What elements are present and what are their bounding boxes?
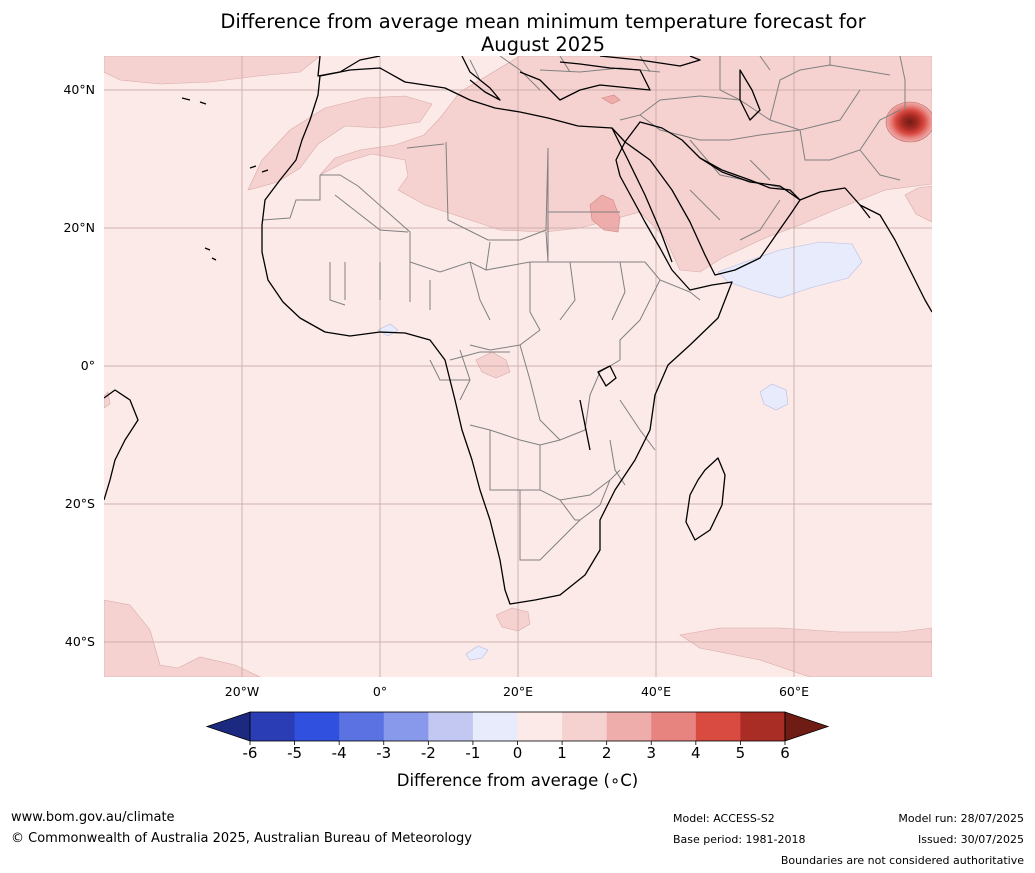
anomaly-sahara <box>319 56 932 273</box>
anomaly-arabian-sea <box>904 185 932 223</box>
coast-italy <box>461 56 501 101</box>
anomaly-plus2-3-areas <box>589 94 621 233</box>
anomaly-north-atlantic <box>104 56 321 85</box>
lat-label-40s: 40°S <box>64 634 95 649</box>
colorbar-label: Difference from average (∘C) <box>396 771 639 790</box>
anomaly-sudan-hotspot <box>589 194 621 233</box>
footer-base-period: Base period: 1981-2018 <box>673 833 806 846</box>
anomaly-west-coast <box>104 391 111 409</box>
colorbar-tick-label: 5 <box>735 744 746 762</box>
anomaly-hotspot-himalaya <box>885 101 932 143</box>
coast-caspian <box>739 69 761 121</box>
colorbar-bin <box>428 712 474 741</box>
footer-model-run: Model run: 28/07/2025 <box>898 812 1024 825</box>
colorbar-bin <box>250 712 296 741</box>
colorbar-bin <box>339 712 385 741</box>
colorbar-tick-label: 4 <box>691 744 701 762</box>
anomaly-south-indian-ocean <box>679 627 932 677</box>
lon-label-20e: 20°E <box>502 684 534 699</box>
colorbar-bin <box>517 712 563 741</box>
colorbar-tick-label: -1 <box>465 744 481 762</box>
colorbar-tick-label: 2 <box>601 744 612 762</box>
map-gridlines <box>104 56 932 677</box>
coast-south-america <box>104 389 139 501</box>
coast-greece-turkey <box>519 61 651 101</box>
coast-madagascar <box>685 457 726 541</box>
lon-label-20w: 20°W <box>224 684 260 699</box>
anomaly-sw-atlantic-south <box>104 599 261 677</box>
chart-title: Difference from average mean minimum tem… <box>0 10 1035 56</box>
coast-iberia-med <box>317 56 381 77</box>
colorbar-tick-label: -4 <box>331 744 347 762</box>
colorbar-bin <box>472 712 518 741</box>
coast-africa <box>261 67 733 605</box>
colorbar-extend-high <box>784 711 830 742</box>
colorbar-tick-label: 1 <box>557 744 567 762</box>
colorbar-tick-label: -6 <box>242 744 258 762</box>
lon-label-0: 0° <box>372 684 388 699</box>
colorbar <box>205 711 830 745</box>
coast-cape-verde <box>204 247 217 261</box>
coast-india <box>859 204 932 313</box>
colorbar-tick-label: -2 <box>420 744 436 762</box>
footer-copyright: © Commonwealth of Australia 2025, Austra… <box>11 831 472 846</box>
lon-label-40e: 40°E <box>640 684 672 699</box>
coast-persian-gulf <box>699 157 871 219</box>
lon-label-60e: 60°E <box>778 684 810 699</box>
coast-canaries <box>249 165 269 173</box>
colorbar-tick-label: 0 <box>512 744 523 762</box>
footer-disclaimer: Boundaries are not considered authoritat… <box>780 854 1024 867</box>
colorbar-extend-low <box>205 711 251 742</box>
colorbar-tick-label: 6 <box>780 744 790 762</box>
lat-label-40n: 40°N <box>63 82 95 97</box>
colorbar-bin <box>383 712 429 741</box>
colorbar-bin <box>695 712 741 741</box>
colorbar-tick-label: 3 <box>646 744 657 762</box>
footer-url[interactable]: www.bom.gov.au/climate <box>11 810 175 825</box>
footer-issued: Issued: 30/07/2025 <box>917 833 1024 846</box>
anomaly-turkey-spot <box>601 94 621 105</box>
colorbar-bin <box>562 712 608 741</box>
coast-black-sea <box>599 56 701 67</box>
coast-lake-tanganyika <box>579 399 591 451</box>
anomaly-off-south-africa <box>495 607 531 632</box>
country-borders <box>261 56 906 561</box>
coast-lake-victoria <box>597 365 617 387</box>
colorbar-bin <box>651 712 697 741</box>
anomaly-nw-africa-atlantic <box>247 95 433 191</box>
footer-model: Model: ACCESS-S2 <box>673 812 775 825</box>
lat-label-0: 0° <box>80 358 95 373</box>
title-line-2: August 2025 <box>480 33 606 56</box>
anomaly-indian-ocean-cool <box>759 383 789 411</box>
lat-label-20n: 20°N <box>63 220 95 235</box>
title-line-1: Difference from average mean minimum tem… <box>220 10 866 33</box>
colorbar-bin <box>740 712 786 741</box>
colorbar-tick-label: -5 <box>287 744 303 762</box>
anomaly-arabian-sea-cool <box>717 241 863 299</box>
anomaly-south-atlantic-cool <box>465 645 489 661</box>
coastlines <box>104 56 932 605</box>
colorbar-tick-label: -3 <box>376 744 392 762</box>
coast-azores <box>181 97 207 105</box>
colorbar-bin <box>294 712 340 741</box>
lat-label-20s: 20°S <box>64 496 95 511</box>
colorbar-bin <box>606 712 652 741</box>
coast-arabia <box>624 121 801 276</box>
coast-red-sea-inner <box>611 127 673 263</box>
anomaly-plus1-2-areas <box>104 56 932 677</box>
